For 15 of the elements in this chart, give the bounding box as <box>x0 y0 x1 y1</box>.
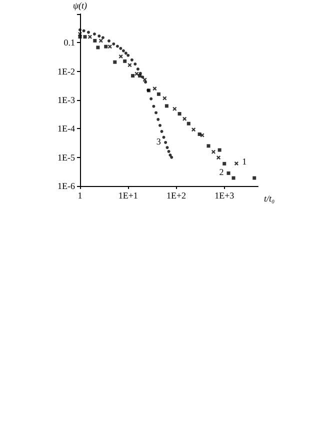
x-tick-label: 1E+2 <box>166 190 186 200</box>
y-tick-label: 1E-3 <box>58 95 76 105</box>
annotation: 3 <box>156 136 162 146</box>
x-tick-label: 1 <box>78 190 82 200</box>
y-tick-label: 1E-6 <box>58 181 76 191</box>
x-tick-label: 1E+1 <box>118 190 138 200</box>
y-tick-label: 1E-5 <box>58 152 76 162</box>
x-axis-title: t/t₀ <box>264 194 275 204</box>
annotation: 1 <box>242 156 247 166</box>
y-tick-label: 0.1 <box>64 38 75 48</box>
annotation: 2 <box>219 167 224 178</box>
y-tick-label: 1E-2 <box>58 66 75 76</box>
x-tick-label: 1E+3 <box>214 190 235 200</box>
y-axis-title: ψ(t) <box>72 0 88 10</box>
y-tick-label: 1E-4 <box>58 124 76 134</box>
